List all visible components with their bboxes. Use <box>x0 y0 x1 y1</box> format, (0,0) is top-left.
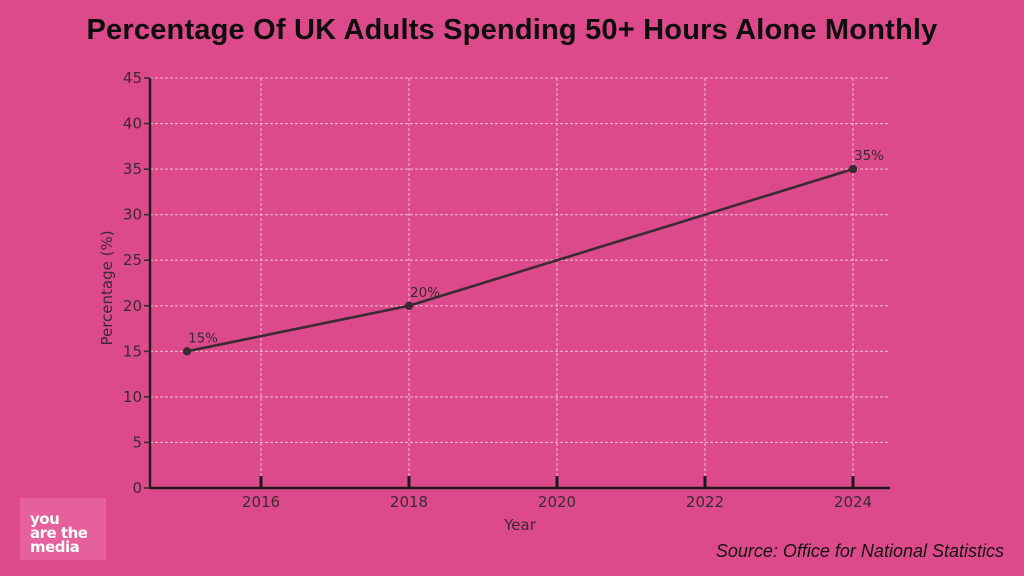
y-tick-label: 20 <box>123 297 142 315</box>
y-tick-label: 5 <box>132 433 142 451</box>
y-tick-label: 40 <box>123 115 142 133</box>
data-label: 35% <box>854 148 884 164</box>
logo-line: are the <box>30 524 88 542</box>
data-point <box>848 164 858 174</box>
data-point <box>404 301 414 310</box>
x-axis-label: Year <box>503 516 537 534</box>
series <box>182 164 858 356</box>
x-tick-label: 2024 <box>834 493 872 511</box>
x-axis-ticks: 2016 2018 2020 2022 2024 <box>242 476 872 511</box>
x-tick-label: 2018 <box>390 493 428 511</box>
source-note: Source: Office for National Statistics <box>715 541 1004 561</box>
grid-lines <box>150 77 890 488</box>
logo-line: you <box>30 510 60 528</box>
x-tick-label: 2022 <box>686 493 724 511</box>
y-tick-label: 0 <box>132 479 142 497</box>
data-label: 20% <box>410 285 440 301</box>
y-tick-label: 10 <box>123 388 142 406</box>
x-tick-label: 2016 <box>242 493 280 511</box>
data-label: 15% <box>188 330 218 346</box>
y-tick-label: 45 <box>123 69 142 87</box>
y-tick-label: 25 <box>123 251 142 269</box>
y-axis-ticks: 0 5 10 15 20 25 30 35 40 45 <box>123 69 150 497</box>
brand-logo: you are the media <box>20 498 106 560</box>
data-labels: 15% 20% 35% <box>188 148 884 346</box>
axes <box>148 78 890 490</box>
y-tick-label: 35 <box>123 160 142 178</box>
y-axis-label: Percentage (%) <box>98 230 116 345</box>
logo-line: media <box>30 538 80 556</box>
data-point <box>182 347 192 356</box>
y-tick-label: 30 <box>123 206 142 224</box>
chart-title: Percentage Of UK Adults Spending 50+ Hou… <box>86 14 938 46</box>
x-tick-label: 2020 <box>538 493 576 511</box>
y-tick-label: 15 <box>123 342 142 360</box>
